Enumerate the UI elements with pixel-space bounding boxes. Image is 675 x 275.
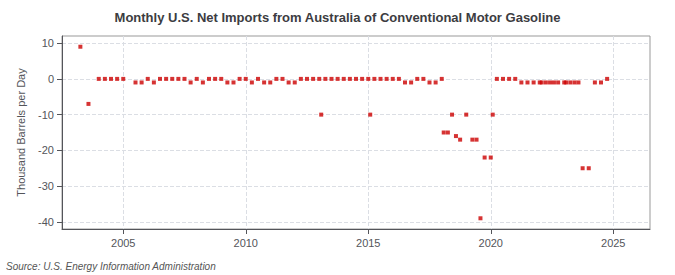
svg-text:10: 10 xyxy=(42,37,54,49)
svg-text:2025: 2025 xyxy=(601,237,625,249)
svg-text:-10: -10 xyxy=(38,109,54,121)
svg-text:2005: 2005 xyxy=(111,237,135,249)
svg-text:Thousand Barrels per Day: Thousand Barrels per Day xyxy=(15,68,27,197)
svg-text:Monthly U.S. Net Imports from: Monthly U.S. Net Imports from Australia … xyxy=(115,10,561,25)
svg-text:2015: 2015 xyxy=(356,237,380,249)
svg-text:Source: U.S. Energy Informatio: Source: U.S. Energy Information Administ… xyxy=(6,261,216,272)
svg-text:2010: 2010 xyxy=(234,237,258,249)
svg-text:-20: -20 xyxy=(38,144,54,156)
svg-text:-40: -40 xyxy=(38,216,54,228)
svg-text:0: 0 xyxy=(48,73,54,85)
svg-text:2020: 2020 xyxy=(479,237,503,249)
svg-text:-30: -30 xyxy=(38,180,54,192)
